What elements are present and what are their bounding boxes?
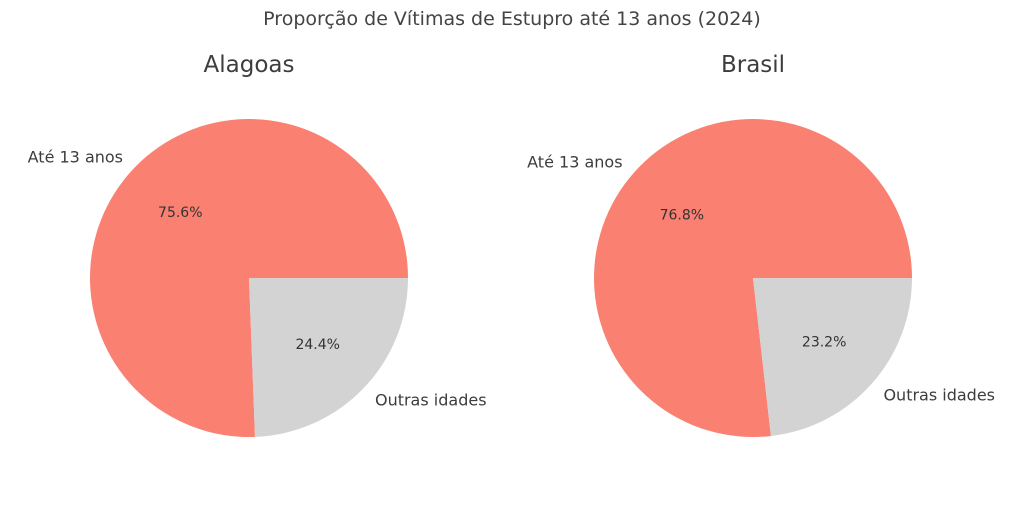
pie-percent-label: 24.4% (295, 337, 339, 353)
pie-category-label: Até 13 anos (527, 153, 622, 172)
pie-slice-outras-idades (249, 278, 408, 437)
pie-title: Brasil (721, 52, 785, 78)
pie-percent-label: 76.8% (660, 207, 704, 223)
pie-chart-brasil: Brasil 76.8% Até 13 anos 23.2% Outras idades (527, 52, 995, 438)
pie-category-label: Outras idades (883, 385, 995, 404)
pie-chart-alagoas: Alagoas 75.6% Até 13 anos 24.4% Outras idade… (28, 52, 487, 437)
pie-slice-outras-idades (753, 278, 913, 436)
pie-category-label: Até 13 anos (28, 148, 123, 167)
pie-category-label: Outras idades (375, 390, 487, 409)
pie-percent-label: 23.2% (802, 335, 846, 351)
pie-percent-label: 75.6% (158, 205, 202, 221)
pie-title: Alagoas (204, 52, 295, 78)
figure-title: Proporção de Vítimas de Estupro até 13 a… (263, 8, 761, 30)
